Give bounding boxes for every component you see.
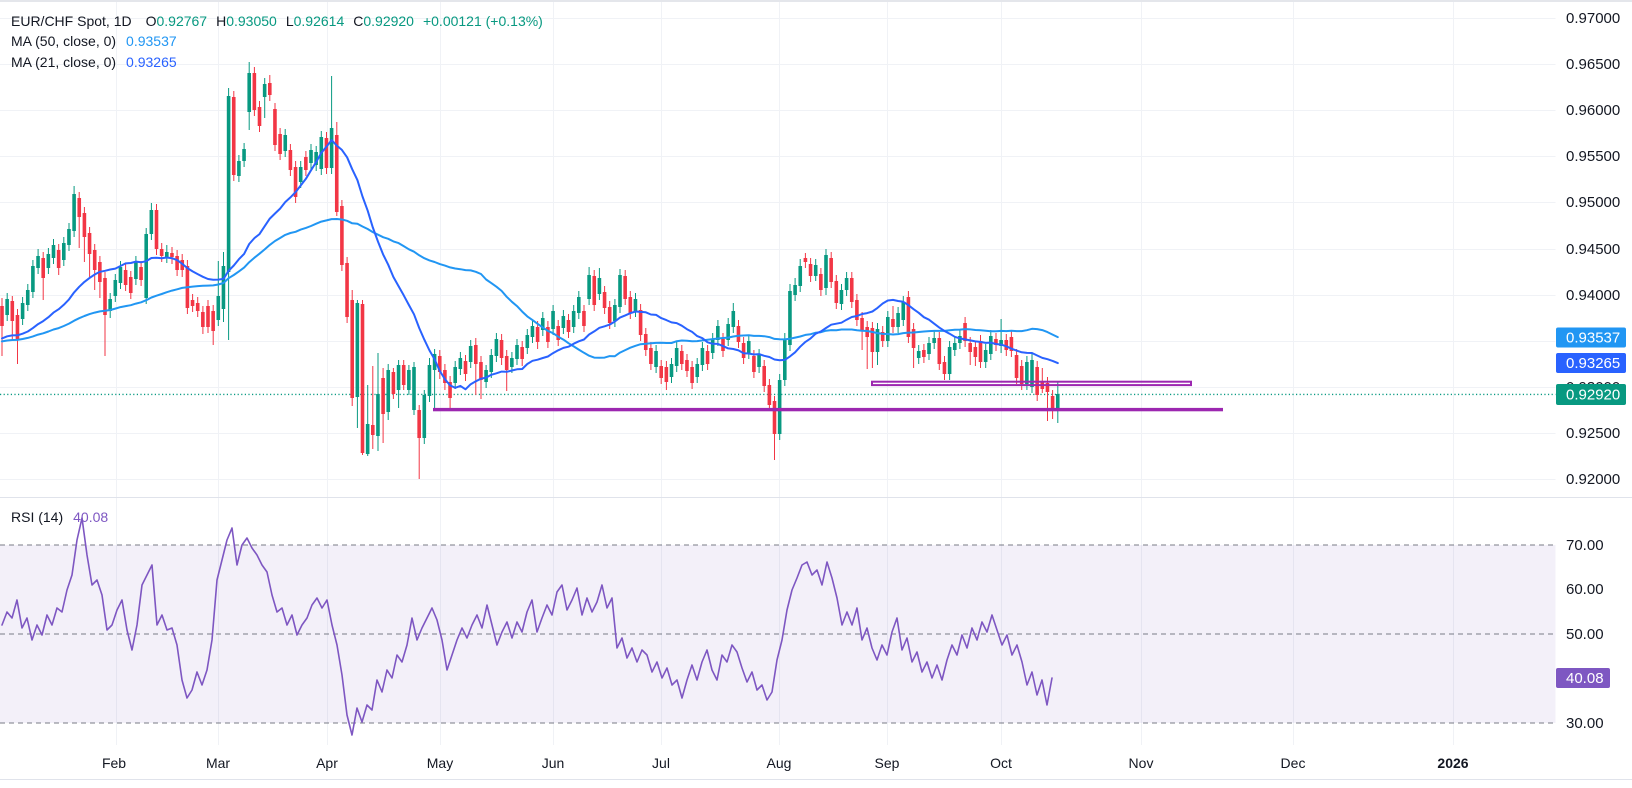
svg-text:0.94000: 0.94000 bbox=[1566, 287, 1620, 304]
svg-text:Jul: Jul bbox=[652, 755, 670, 771]
svg-text:0.97000: 0.97000 bbox=[1566, 10, 1620, 27]
svg-text:Apr: Apr bbox=[316, 755, 338, 771]
svg-text:Jun: Jun bbox=[542, 755, 565, 771]
svg-text:0.95500: 0.95500 bbox=[1566, 148, 1620, 165]
svg-text:40.08: 40.08 bbox=[1566, 670, 1604, 687]
svg-text:0.94500: 0.94500 bbox=[1566, 241, 1620, 258]
svg-text:70.00: 70.00 bbox=[1566, 537, 1604, 554]
svg-text:0.92500: 0.92500 bbox=[1566, 425, 1620, 442]
svg-text:RSI (14)40.08: RSI (14) 40.08 bbox=[11, 509, 108, 525]
svg-text:Mar: Mar bbox=[206, 755, 230, 771]
svg-text:Feb: Feb bbox=[102, 755, 126, 771]
svg-text:0.92920: 0.92920 bbox=[1566, 387, 1620, 404]
svg-text:Sep: Sep bbox=[875, 755, 900, 771]
svg-text:MA (21, close, 0)0.93265: MA (21, close, 0) 0.93265 bbox=[11, 54, 177, 70]
svg-text:Oct: Oct bbox=[990, 755, 1012, 771]
svg-text:Nov: Nov bbox=[1129, 755, 1154, 771]
svg-text:May: May bbox=[427, 755, 453, 771]
svg-text:60.00: 60.00 bbox=[1566, 581, 1604, 598]
svg-text:0.96000: 0.96000 bbox=[1566, 102, 1620, 119]
svg-text:30.00: 30.00 bbox=[1566, 715, 1604, 732]
svg-text:0.93265: 0.93265 bbox=[1566, 355, 1620, 372]
svg-text:0.95000: 0.95000 bbox=[1566, 194, 1620, 211]
svg-text:MA (50, close, 0)0.93537: MA (50, close, 0) 0.93537 bbox=[11, 33, 177, 49]
svg-text:2026: 2026 bbox=[1437, 755, 1468, 771]
svg-text:Aug: Aug bbox=[767, 755, 792, 771]
svg-text:0.93537: 0.93537 bbox=[1566, 330, 1620, 347]
svg-text:0.96500: 0.96500 bbox=[1566, 56, 1620, 73]
svg-text:50.00: 50.00 bbox=[1566, 626, 1604, 643]
svg-text:Dec: Dec bbox=[1281, 755, 1306, 771]
svg-text:0.92000: 0.92000 bbox=[1566, 471, 1620, 488]
